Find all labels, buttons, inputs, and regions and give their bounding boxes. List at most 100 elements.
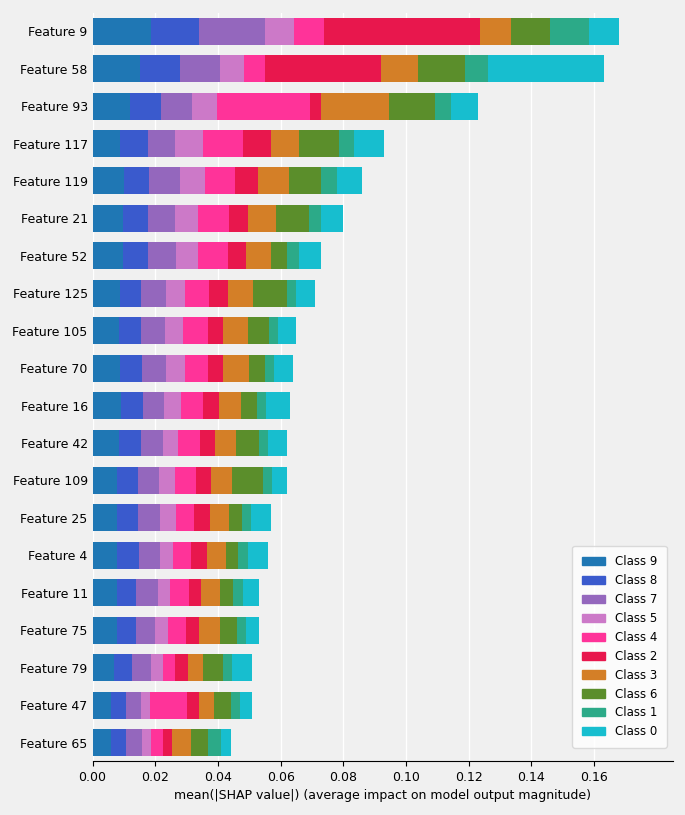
Bar [268,430,287,456]
Bar [199,430,214,456]
Bar [211,467,232,494]
Bar [337,168,362,195]
Bar [220,55,244,82]
Bar [92,392,121,419]
Bar [188,654,203,681]
Bar [232,654,253,681]
Bar [353,130,384,157]
Bar [111,692,126,719]
Bar [92,692,111,719]
Bar [207,542,225,569]
Bar [257,392,266,419]
Bar [294,18,323,45]
Bar [92,729,111,756]
Bar [192,93,216,120]
Bar [243,130,271,157]
Bar [138,467,160,494]
Bar [589,18,619,45]
Bar [238,542,248,569]
Bar [92,617,117,644]
Bar [185,355,208,381]
Bar [199,242,228,269]
Bar [231,692,240,719]
Bar [197,205,229,232]
Bar [451,93,478,120]
Bar [246,617,259,644]
Bar [151,654,163,681]
Bar [181,392,203,419]
Bar [161,93,192,120]
Bar [223,355,249,381]
Bar [162,430,178,456]
Bar [164,392,181,419]
Bar [111,729,126,756]
Bar [274,355,293,381]
Bar [92,280,120,306]
Bar [299,130,339,157]
Bar [275,205,309,232]
Bar [166,280,185,306]
Bar [266,392,290,419]
Bar [172,729,191,756]
Bar [171,579,189,606]
Bar [247,317,269,344]
Bar [265,55,381,82]
Bar [511,18,550,45]
Bar [120,355,142,381]
Bar [116,467,138,494]
Bar [186,692,199,719]
Bar [163,654,175,681]
Bar [142,392,164,419]
Bar [249,355,265,381]
Bar [272,467,287,494]
Bar [242,504,251,531]
Bar [381,55,419,82]
Bar [129,93,161,120]
Bar [240,692,253,719]
Bar [165,317,183,344]
Bar [221,617,236,644]
Bar [201,579,221,606]
Bar [233,579,242,606]
Bar [321,93,389,120]
Bar [117,617,136,644]
Bar [203,654,223,681]
Bar [132,654,151,681]
Bar [199,692,214,719]
Bar [141,430,162,456]
Bar [148,205,175,232]
Bar [168,617,186,644]
Bar [92,55,140,82]
Bar [203,130,243,157]
Bar [244,55,265,82]
Bar [160,467,175,494]
Bar [175,654,188,681]
Bar [151,729,163,756]
Bar [185,280,210,306]
Bar [214,692,231,719]
Bar [160,542,173,569]
Bar [240,392,257,419]
Bar [247,242,271,269]
Bar [297,280,315,306]
Bar [141,317,165,344]
Bar [138,504,160,531]
Bar [123,205,148,232]
Bar [120,130,148,157]
Bar [288,168,321,195]
Bar [287,280,297,306]
Bar [92,242,123,269]
Bar [123,242,148,269]
Bar [251,504,271,531]
Bar [488,55,603,82]
Bar [208,355,223,381]
Bar [92,542,117,569]
Bar [92,579,117,606]
Bar [92,430,119,456]
Bar [550,18,589,45]
Bar [136,579,158,606]
Bar [142,355,166,381]
Bar [141,692,150,719]
Bar [136,617,155,644]
Bar [248,542,268,569]
